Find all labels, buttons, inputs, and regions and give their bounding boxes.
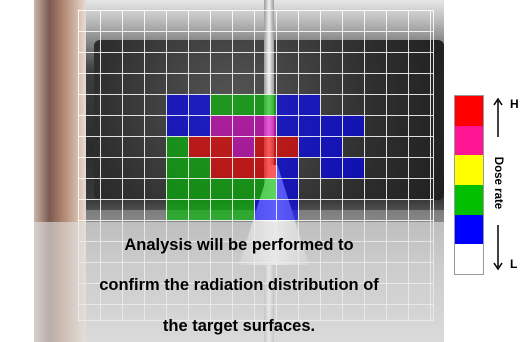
legend-axis-label: Dose rate bbox=[492, 156, 505, 210]
caption-panel bbox=[34, 222, 444, 342]
arrow-up-icon bbox=[493, 97, 503, 137]
arrow-down-icon bbox=[493, 225, 503, 271]
legend-swatch-3 bbox=[455, 184, 483, 215]
legend-low-label: L bbox=[510, 257, 518, 271]
dose-rate-axis: H L Dose rate bbox=[490, 95, 530, 275]
caption-line-1: Analysis will be performed to bbox=[124, 236, 354, 254]
legend-swatch-4 bbox=[455, 214, 483, 245]
legend-swatch-2 bbox=[455, 155, 483, 185]
legend-high-label: H bbox=[510, 97, 519, 111]
legend-swatch-1 bbox=[455, 125, 483, 156]
caption-line-2: confirm the radiation distribution of bbox=[99, 276, 379, 294]
dose-rate-color-scale bbox=[454, 95, 484, 275]
legend-axis-label-wrap: Dose rate bbox=[490, 153, 506, 213]
caption-line-3: the target surfaces. bbox=[162, 317, 316, 335]
dose-axis-arrows bbox=[493, 97, 503, 271]
legend-swatch-0 bbox=[455, 96, 483, 126]
legend-swatch-5 bbox=[455, 244, 483, 274]
